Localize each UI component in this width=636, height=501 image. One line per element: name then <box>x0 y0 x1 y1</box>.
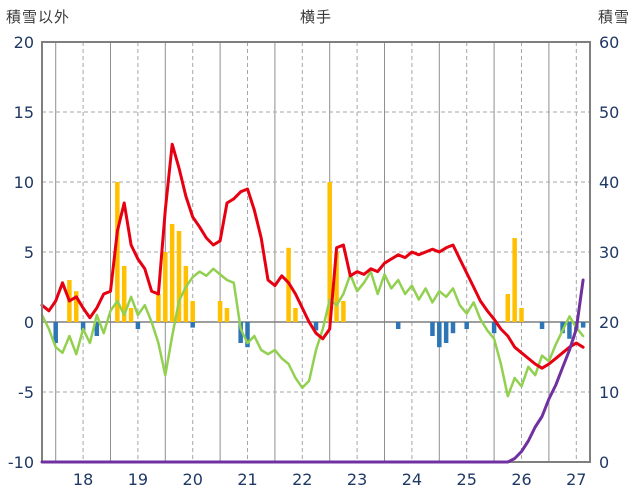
left-tick-label: 5 <box>24 243 34 262</box>
right-tick-label: 60 <box>599 33 619 52</box>
blue-bars <box>80 322 86 331</box>
red-line <box>40 142 585 370</box>
orange-bars <box>341 301 346 322</box>
blue-bars <box>238 322 243 343</box>
blue-bars <box>135 322 141 329</box>
orange-bars <box>115 182 120 322</box>
right-tick-label: 10 <box>599 383 619 402</box>
orange-bars <box>190 301 195 322</box>
blue-bars <box>450 322 456 334</box>
purple-line <box>40 278 585 464</box>
x-tick-label: 25 <box>457 470 477 489</box>
blue-bars <box>491 322 497 334</box>
orange-bars <box>183 266 189 322</box>
left-tick-label: 10 <box>14 173 34 192</box>
orange-bars <box>121 266 127 322</box>
x-tick-label: 23 <box>347 470 367 489</box>
right-tick-label: 40 <box>599 173 619 192</box>
orange-bars <box>74 291 79 322</box>
chart-title: 横手 <box>299 8 332 26</box>
x-tick-label: 21 <box>237 470 257 489</box>
blue-bars <box>94 322 100 336</box>
blue-bars <box>464 322 469 329</box>
right-tick-label: 20 <box>599 313 619 332</box>
blue-bars <box>245 322 250 348</box>
blue-bars <box>567 322 572 339</box>
orange-bars <box>128 308 134 322</box>
orange-bars <box>169 224 175 322</box>
left-tick-label: 20 <box>14 33 34 52</box>
x-tick-label: 22 <box>292 470 312 489</box>
left-tick-label: -10 <box>8 453 34 472</box>
right-tick-label: 30 <box>599 243 619 262</box>
left-tick-label: 0 <box>24 313 34 332</box>
x-tick-label: 24 <box>402 470 422 489</box>
x-tick-label: 27 <box>566 470 586 489</box>
x-tick-label: 18 <box>73 470 93 489</box>
blue-bars <box>580 322 586 328</box>
orange-bars <box>334 252 339 322</box>
right-axis-title: 積雪 <box>597 8 630 26</box>
blue-bars <box>437 322 442 348</box>
blue-bars <box>539 322 545 329</box>
orange-bars <box>224 308 230 322</box>
blue-bars <box>443 322 449 343</box>
x-tick-label: 19 <box>128 470 148 489</box>
x-tick-label: 26 <box>511 470 531 489</box>
orange-bars <box>505 294 511 322</box>
orange-bars <box>163 252 168 322</box>
orange-bars <box>293 308 298 322</box>
orange-bars <box>156 294 161 322</box>
orange-bars <box>512 238 517 322</box>
orange-bars <box>217 301 223 322</box>
left-tick-label: 15 <box>14 103 34 122</box>
blue-bars <box>53 322 58 343</box>
orange-bars <box>519 308 524 322</box>
blue-bars <box>190 322 195 328</box>
blue-bars <box>395 322 401 329</box>
orange-bars <box>176 231 182 322</box>
right-tick-label: 0 <box>599 453 609 472</box>
right-tick-label: 50 <box>599 103 619 122</box>
x-tick-label: 20 <box>183 470 203 489</box>
green-line <box>40 267 585 398</box>
left-tick-label: -5 <box>18 383 34 402</box>
left-axis-title: 積雪以外 <box>6 8 71 26</box>
orange-bars <box>327 182 332 322</box>
blue-bars <box>313 322 319 331</box>
blue-bars <box>430 322 435 336</box>
